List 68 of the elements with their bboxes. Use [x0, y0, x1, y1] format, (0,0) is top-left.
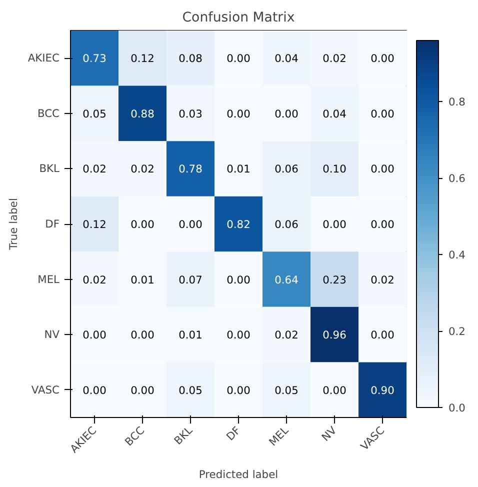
color-bar-label: 0.0 [448, 402, 466, 414]
data-label: 0.02 [322, 52, 346, 66]
color-bar-label: 0.8 [448, 96, 466, 109]
data-label: 0.02 [274, 328, 298, 342]
y-tick-label: AKIEC [28, 52, 60, 65]
data-label: 0.00 [226, 273, 251, 286]
x-tick-label: DF [224, 424, 244, 444]
data-label: 0.02 [130, 162, 154, 176]
data-label: 0.00 [130, 384, 155, 397]
data-label: 0.05 [82, 107, 106, 120]
data-label: 0.23 [322, 273, 346, 286]
y-tick-label: NV [44, 328, 60, 342]
data-label: 0.10 [322, 162, 347, 176]
data-label: 0.00 [370, 218, 395, 231]
x-tick-label: NV [319, 423, 340, 444]
data-label: 0.90 [370, 384, 395, 397]
data-label: 0.00 [370, 162, 395, 176]
data-label: 0.00 [130, 218, 155, 231]
data-label: 0.00 [226, 328, 251, 342]
data-label: 0.12 [82, 218, 106, 231]
data-label: 0.82 [226, 218, 250, 231]
data-label: 0.03 [178, 107, 202, 120]
data-label: 0.96 [322, 328, 347, 342]
data-label: 0.00 [130, 328, 155, 342]
y-tick-label: BKL [39, 162, 60, 176]
data-label: 0.00 [82, 328, 107, 342]
color-bar-label: 0.4 [448, 248, 466, 262]
data-label: 0.78 [178, 162, 203, 176]
data-label: 0.04 [322, 107, 347, 120]
data-label: 0.00 [274, 107, 299, 120]
data-label: 0.07 [178, 273, 202, 286]
data-label: 0.01 [178, 328, 202, 342]
data-label: 0.00 [226, 107, 251, 120]
color-bar-label: 0.6 [448, 172, 466, 186]
data-label: 0.73 [82, 52, 106, 66]
data-label: 0.06 [274, 162, 299, 176]
color-bar-label: 0.2 [448, 325, 466, 338]
data-label: 0.08 [178, 52, 203, 66]
data-label: 0.05 [178, 384, 202, 397]
data-label: 0.00 [370, 107, 395, 120]
data-label: 0.00 [82, 384, 107, 397]
data-label: 0.00 [370, 52, 395, 66]
data-label: 0.01 [226, 162, 250, 176]
data-label: 0.02 [82, 162, 106, 176]
data-label: 0.64 [274, 273, 299, 286]
y-tick-label: VASC [31, 383, 60, 396]
data-label: 0.00 [370, 328, 395, 342]
data-label: 0.06 [274, 218, 299, 231]
y-tick-label: DF [45, 218, 60, 230]
chart-title: Confusion Matrix [182, 10, 295, 26]
y-tick-label: BCC [37, 106, 60, 120]
data-label: 0.00 [322, 384, 347, 397]
data-label: 0.01 [130, 273, 154, 286]
x-tick-label: BKL [172, 424, 196, 448]
data-label: 0.88 [130, 107, 155, 120]
data-label: 0.02 [370, 273, 394, 286]
data-label: 0.05 [274, 384, 298, 397]
data-label: 0.12 [130, 52, 154, 66]
data-label: 0.02 [82, 273, 106, 286]
y-axis-title: True label [6, 198, 20, 251]
y-tick-label: MEL [38, 272, 60, 286]
data-label: 0.00 [226, 384, 251, 397]
x-tick-label: MEL [266, 424, 292, 449]
data-label: 0.00 [226, 52, 251, 66]
x-axis-title: Predicted label [198, 468, 278, 482]
data-label: 0.00 [178, 218, 203, 231]
data-label: 0.00 [322, 218, 347, 231]
data-label: 0.04 [274, 52, 299, 66]
